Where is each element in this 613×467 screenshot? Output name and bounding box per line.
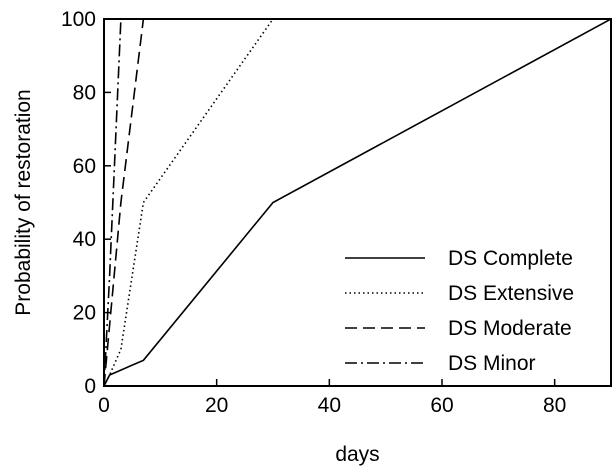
plot-frame [103, 18, 612, 387]
x-tick-label: 60 [430, 394, 453, 417]
legend-label-2: DS Moderate [448, 317, 572, 340]
axis-ticks: 0 20 40 60 80 0 20 40 60 80 100 [61, 8, 566, 417]
legend: DS Complete DS Extensive DS Moderate DS Min… [345, 247, 574, 375]
x-tick-label: 20 [205, 394, 228, 417]
series-line-1 [104, 19, 274, 386]
y-tick-label: 40 [73, 228, 96, 251]
y-tick-label: 20 [73, 302, 96, 325]
series-line-0 [104, 19, 611, 386]
legend-label-0: DS Complete [448, 247, 573, 270]
x-axis-label: days [335, 443, 379, 466]
y-tick-label: 60 [73, 155, 96, 178]
x-tick-label: 80 [543, 394, 566, 417]
x-tick-label: 0 [98, 394, 110, 417]
series-line-3 [104, 19, 122, 386]
series-line-2 [104, 19, 145, 386]
y-tick-label: 80 [73, 81, 96, 104]
x-tick-label: 40 [318, 394, 341, 417]
legend-label-3: DS Minor [448, 352, 536, 375]
y-axis-label: Probability of restoration [12, 89, 35, 315]
y-tick-label: 100 [61, 8, 96, 31]
legend-label-1: DS Extensive [448, 282, 574, 305]
plot-lines [104, 19, 611, 386]
y-tick-label: 0 [84, 375, 96, 398]
